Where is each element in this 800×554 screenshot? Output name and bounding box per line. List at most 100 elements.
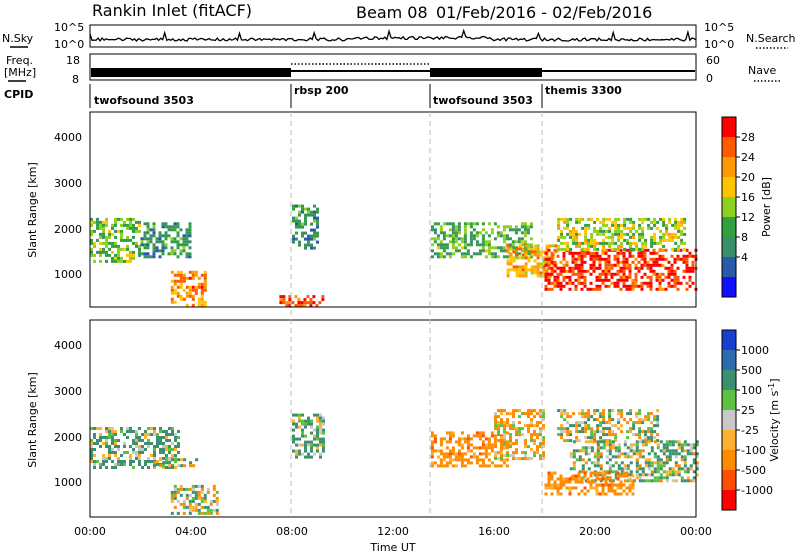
power-cell — [614, 247, 618, 251]
velocity-cell — [635, 470, 639, 474]
power-cell — [105, 235, 108, 239]
velocity-cell — [608, 449, 612, 453]
velocity-cell — [614, 455, 618, 459]
velocity-cell — [442, 458, 446, 462]
power-cell — [463, 234, 467, 238]
velocity-cell — [90, 454, 93, 457]
power-colorbar-bin — [722, 137, 736, 158]
power-cell — [548, 259, 552, 263]
velocity-cell — [316, 428, 319, 432]
power-cell — [146, 243, 150, 247]
velocity-cell — [571, 486, 575, 490]
power-cell — [662, 232, 666, 236]
velocity-cell — [598, 483, 602, 487]
velocity-cell — [93, 442, 96, 445]
power-cell — [517, 237, 521, 241]
velocity-cell — [647, 427, 651, 431]
velocity-cell — [182, 499, 186, 503]
power-cell — [580, 275, 584, 279]
power-cell — [653, 232, 657, 236]
velocity-cell — [608, 479, 612, 483]
velocity-cell — [215, 511, 219, 515]
power-cell — [463, 237, 467, 241]
velocity-cell — [512, 451, 515, 455]
velocity-cell — [575, 458, 579, 462]
velocity-colorbar-tick-label: 1000 — [741, 344, 769, 357]
power-cell — [170, 249, 174, 253]
power-cell — [158, 234, 162, 238]
power-cell — [164, 231, 168, 235]
velocity-cell — [632, 452, 636, 456]
power-cell — [170, 252, 174, 256]
velocity-cell — [171, 430, 174, 433]
velocity-cell — [159, 451, 162, 454]
velocity-cell — [194, 496, 198, 500]
power-cell — [105, 253, 108, 257]
power-cell — [653, 217, 657, 221]
power-cell — [475, 243, 479, 247]
velocity-cell — [93, 427, 96, 430]
velocity-cell — [135, 457, 138, 460]
velocity-cell — [527, 430, 530, 434]
power-cell — [146, 237, 150, 241]
power-cell — [523, 225, 527, 229]
power-cell — [640, 284, 644, 288]
power-cell — [520, 243, 524, 247]
power-cell — [562, 269, 566, 273]
power-cell — [108, 253, 111, 257]
velocity-cell — [592, 486, 596, 490]
power-cell — [587, 247, 591, 251]
velocity-cell — [695, 440, 699, 444]
velocity-cell — [629, 409, 633, 413]
velocity-cell — [433, 461, 437, 465]
velocity-cell — [562, 483, 566, 487]
power-cell — [469, 240, 473, 244]
power-cell — [188, 246, 192, 250]
power-cell — [457, 243, 461, 247]
velocity-cell — [319, 440, 322, 444]
velocity-cell — [593, 464, 597, 468]
velocity-cell — [433, 449, 437, 453]
power-cell — [126, 217, 129, 221]
velocity-cell — [117, 448, 120, 451]
power-cell — [294, 295, 298, 299]
power-cell — [310, 237, 313, 241]
power-cell — [191, 273, 195, 277]
power-cell — [99, 223, 102, 227]
velocity-cell — [153, 461, 157, 465]
power-cell — [536, 268, 540, 272]
power-cell — [652, 248, 656, 252]
power-cell — [143, 222, 147, 226]
power-cell — [628, 287, 632, 291]
power-cell — [653, 220, 657, 224]
velocity-cell — [500, 451, 503, 455]
velocity-cell — [577, 474, 581, 478]
velocity-cell — [542, 418, 545, 422]
velocity-cell — [581, 458, 585, 462]
power-cell — [665, 229, 669, 233]
velocity-cell — [608, 430, 612, 434]
velocity-cell — [111, 448, 114, 451]
velocity-cell — [656, 464, 660, 468]
velocity-cell — [686, 443, 690, 447]
power-cell — [102, 235, 105, 239]
velocity-cell — [451, 449, 455, 453]
power-cell — [182, 243, 186, 247]
velocity-cell — [611, 440, 615, 444]
power-cell — [499, 246, 503, 250]
velocity-cell — [635, 452, 639, 456]
power-cell — [132, 235, 135, 239]
velocity-cell — [506, 424, 509, 428]
velocity-cell — [614, 436, 618, 440]
velocity-cell — [611, 443, 615, 447]
power-cell — [120, 223, 123, 227]
power-cell — [638, 223, 642, 227]
velocity-cell — [111, 439, 114, 442]
velocity-cell — [620, 452, 624, 456]
power-cell — [557, 226, 561, 230]
power-cell — [436, 237, 440, 241]
velocity-cell — [105, 442, 108, 445]
power-cell — [572, 226, 576, 230]
velocity-cell — [598, 477, 602, 481]
velocity-cell — [168, 461, 172, 465]
